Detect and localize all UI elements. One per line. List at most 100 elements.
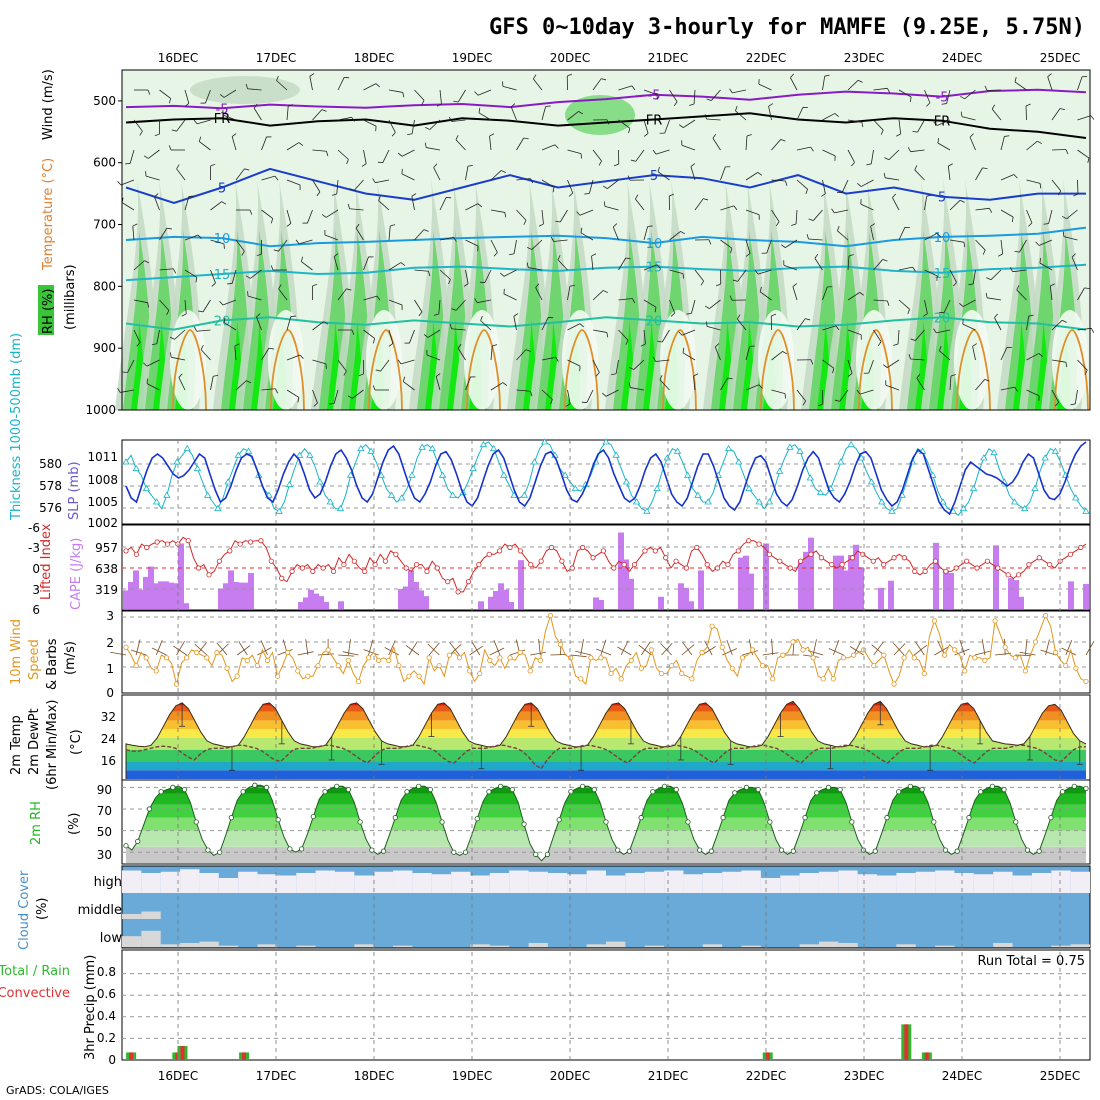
data-point <box>521 821 527 827</box>
wind-barb <box>981 639 986 656</box>
wind-barb <box>871 644 885 656</box>
upper-barb-flag <box>526 262 529 268</box>
upper-barb-flag <box>834 113 839 117</box>
upper-barb <box>936 119 951 126</box>
cape-bar <box>843 570 849 609</box>
upper-barb-flag <box>1037 140 1042 145</box>
low-cloud-bar <box>741 945 761 947</box>
upper-barb <box>490 239 498 253</box>
warm-isotherm <box>368 329 403 411</box>
upper-barb-flag <box>436 103 442 107</box>
upper-barb <box>714 346 721 361</box>
data-point <box>891 555 897 561</box>
upper-barb <box>388 329 394 344</box>
isotherm-label: 15 <box>646 261 663 276</box>
upper-barb-flag <box>704 305 710 309</box>
data-point <box>962 668 968 674</box>
upper-barb-flag <box>923 313 928 317</box>
cloud-layer-high: high <box>94 875 122 890</box>
slp-tick: 1008 <box>87 473 118 487</box>
data-point <box>959 504 968 512</box>
upper-barb-flag <box>643 133 649 137</box>
upper-barb-flag <box>309 73 315 77</box>
upper-barb-flag <box>144 260 150 264</box>
data-point <box>474 816 480 822</box>
data-point <box>921 670 927 677</box>
upper-barb <box>873 259 883 271</box>
data-point <box>336 504 345 512</box>
data-point <box>1001 786 1007 793</box>
data-point <box>369 847 375 853</box>
wind-barb <box>828 648 844 656</box>
top-date-label: 21DEC <box>648 51 688 65</box>
upper-barb-flag <box>941 103 947 105</box>
upper-barb <box>184 299 187 314</box>
upper-frame <box>121 69 1091 411</box>
upper-barb-flag <box>848 254 854 257</box>
cape-bar <box>743 555 749 609</box>
data-point <box>234 451 243 458</box>
upper-barb <box>414 299 423 313</box>
upper-barb <box>771 351 783 361</box>
upper-barb <box>914 169 925 181</box>
upper-barb-flag <box>749 345 755 347</box>
precip-label-total: Total / Rain <box>0 964 70 979</box>
bottom-date-label: 22DEC <box>746 1069 786 1083</box>
high-cloud-bar <box>354 875 374 893</box>
wind-ylabel-3: & Barbs <box>45 638 60 690</box>
upper-barb-flag <box>552 187 555 193</box>
upper-barb-flag <box>323 321 329 325</box>
upper-barb-flag <box>154 193 159 198</box>
low-cloud-bar <box>896 944 916 947</box>
upper-barb-flag <box>912 130 918 133</box>
upper-barb-flag <box>1073 193 1079 197</box>
upper-barb-flag <box>792 283 798 287</box>
upper-barb <box>822 113 836 121</box>
upper-barb-flag <box>535 283 540 288</box>
upper-barb <box>887 359 900 368</box>
upper-barb <box>643 264 658 271</box>
upper-barb <box>795 209 798 224</box>
upper-barb <box>790 77 798 91</box>
upper-barb-flag <box>402 376 406 382</box>
data-point <box>850 652 857 658</box>
data-point <box>341 561 347 568</box>
data-point <box>386 657 392 664</box>
low-cloud-bar <box>993 942 1013 947</box>
upper-barb-flag <box>554 144 559 149</box>
data-point <box>860 551 866 557</box>
cape-bar <box>848 555 854 609</box>
upper-barb <box>146 383 160 391</box>
data-point <box>685 819 691 825</box>
data-point <box>228 815 234 821</box>
data-point <box>234 673 240 679</box>
upper-barb-flag <box>1014 386 1018 392</box>
upper-barb-flag <box>402 92 405 98</box>
high-cloud-bar <box>122 870 142 893</box>
high-cloud-bar <box>1031 873 1052 893</box>
data-point <box>739 655 746 661</box>
wind-barb <box>538 639 541 656</box>
upper-barb <box>553 239 568 242</box>
upper-barb <box>557 259 568 271</box>
upper-barb-flag <box>727 377 733 380</box>
data-point <box>590 555 596 561</box>
upper-barb-flag <box>1047 73 1052 77</box>
data-point <box>438 471 447 478</box>
temp-tick: 16 <box>101 754 116 768</box>
low-cloud-bar <box>702 944 723 947</box>
top-date-label: 17DEC <box>256 51 296 65</box>
data-point <box>673 447 682 454</box>
data-point <box>919 786 925 793</box>
upper-barb-flag <box>326 151 329 157</box>
upper-barb <box>465 376 471 391</box>
upper-barb-flag <box>984 379 990 382</box>
data-point <box>275 507 283 514</box>
cape-bar <box>323 601 329 609</box>
upper-barb <box>1012 269 1027 273</box>
high-cloud-bar <box>180 869 200 893</box>
data-point <box>382 558 389 564</box>
top-date-label: 20DEC <box>550 51 590 65</box>
upper-barb-flag <box>449 323 452 329</box>
upper-barb-flag <box>349 188 355 191</box>
